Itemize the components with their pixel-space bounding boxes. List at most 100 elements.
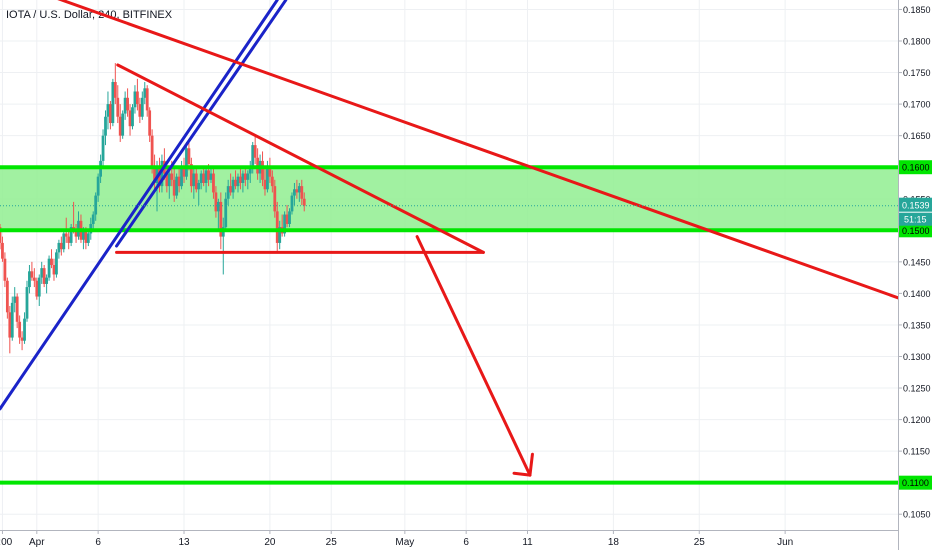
candle-body xyxy=(96,176,100,196)
price-tick-label: 0.1800 xyxy=(903,37,931,47)
time-tick-label: 18 xyxy=(608,537,620,548)
candle-body xyxy=(47,258,51,278)
time-tick-label: May xyxy=(395,537,414,548)
candle-body xyxy=(236,176,240,187)
candle-body xyxy=(37,277,41,297)
candle-body xyxy=(40,268,44,278)
candle-body xyxy=(204,170,208,183)
candle-body xyxy=(300,186,304,199)
candle-body xyxy=(261,160,264,180)
candle-body xyxy=(20,337,24,341)
candle-body xyxy=(192,173,196,187)
level-price-text: 0.1600 xyxy=(902,163,930,173)
countdown-badge xyxy=(899,212,932,226)
red-trend-line xyxy=(57,0,900,300)
candle-body xyxy=(207,170,210,180)
candle-body xyxy=(153,167,156,183)
candle-body xyxy=(268,167,272,177)
candle-body xyxy=(18,321,22,338)
candle-body xyxy=(212,173,215,193)
candle-body xyxy=(145,88,149,111)
red-trend-line xyxy=(116,63,485,254)
price-tick-label: 0.1750 xyxy=(903,68,931,78)
candle-body xyxy=(150,135,154,168)
candle-body xyxy=(101,135,105,161)
candle-body xyxy=(275,211,279,243)
time-tick-label: 6 xyxy=(463,537,469,548)
candle-body xyxy=(121,113,125,136)
candle-body xyxy=(10,302,14,338)
candle-body xyxy=(285,214,289,224)
price-tick-label: 0.1700 xyxy=(903,100,931,110)
price-tick-label: 0.1250 xyxy=(903,384,931,394)
candle-body xyxy=(116,97,120,117)
candle-body xyxy=(104,116,107,136)
candle-body xyxy=(42,268,46,284)
candle-body xyxy=(94,195,98,215)
candle-body xyxy=(170,173,174,180)
candle-body xyxy=(189,164,193,187)
candle-body xyxy=(243,173,247,180)
candle-body xyxy=(91,214,95,224)
price-tick-label: 0.1850 xyxy=(903,5,931,15)
candle-body xyxy=(45,277,49,284)
candle-body xyxy=(15,296,19,322)
price-axis-panel xyxy=(898,0,932,550)
candle-body xyxy=(35,280,39,297)
candle-body xyxy=(148,110,152,136)
candle-body xyxy=(128,110,132,127)
candle-body xyxy=(194,173,198,190)
candle-body xyxy=(133,91,137,108)
candle-body xyxy=(187,148,191,165)
candle-body xyxy=(199,173,203,183)
price-tick-label: 0.1050 xyxy=(903,510,931,520)
candle-body xyxy=(74,230,78,237)
candle-body xyxy=(224,198,228,228)
candle-body xyxy=(69,227,73,243)
candle-body xyxy=(239,176,242,183)
candle-body xyxy=(8,312,12,338)
candle-body xyxy=(177,176,181,187)
time-tick-label: Jun xyxy=(777,537,793,548)
price-tick-label: 0.1300 xyxy=(903,352,931,362)
candle-body xyxy=(118,116,122,136)
candle-body xyxy=(86,233,90,243)
candle-body xyxy=(113,82,117,98)
candle-body xyxy=(290,195,294,212)
candle-body xyxy=(197,182,201,190)
candle-body xyxy=(234,179,237,187)
candle-body xyxy=(64,233,68,237)
chart-title: IOTA / U.S. Dollar, 240, BITFINEX xyxy=(6,9,173,21)
price-tick-label: 0.1450 xyxy=(903,257,931,267)
candle-body xyxy=(1,242,4,259)
candle-body xyxy=(82,230,85,240)
candle-body xyxy=(167,173,171,187)
candle-body xyxy=(160,160,164,187)
candle-body xyxy=(185,148,188,177)
candle-body xyxy=(25,287,29,319)
candle-body xyxy=(209,173,213,180)
candle-body xyxy=(0,227,2,243)
candle-body xyxy=(295,189,299,193)
candle-body xyxy=(5,280,9,313)
candle-body xyxy=(297,186,301,193)
candle-body xyxy=(288,211,291,224)
candle-body xyxy=(52,265,56,275)
price-tick-label: 0.1650 xyxy=(903,131,931,141)
candle-body xyxy=(126,97,129,111)
candle-body xyxy=(241,173,245,183)
candle-body xyxy=(67,236,71,243)
candle-body xyxy=(253,145,257,158)
candle-body xyxy=(3,258,7,281)
time-tick-label: Apr xyxy=(29,537,45,548)
candle-body xyxy=(13,296,17,303)
candle-body xyxy=(140,97,144,117)
candle-body xyxy=(302,198,306,206)
candle-body xyxy=(214,192,218,212)
candle-body xyxy=(248,167,252,174)
candle-body xyxy=(175,176,179,196)
candle-body xyxy=(131,107,134,127)
candle-body xyxy=(138,104,142,117)
candle-body xyxy=(135,91,139,105)
